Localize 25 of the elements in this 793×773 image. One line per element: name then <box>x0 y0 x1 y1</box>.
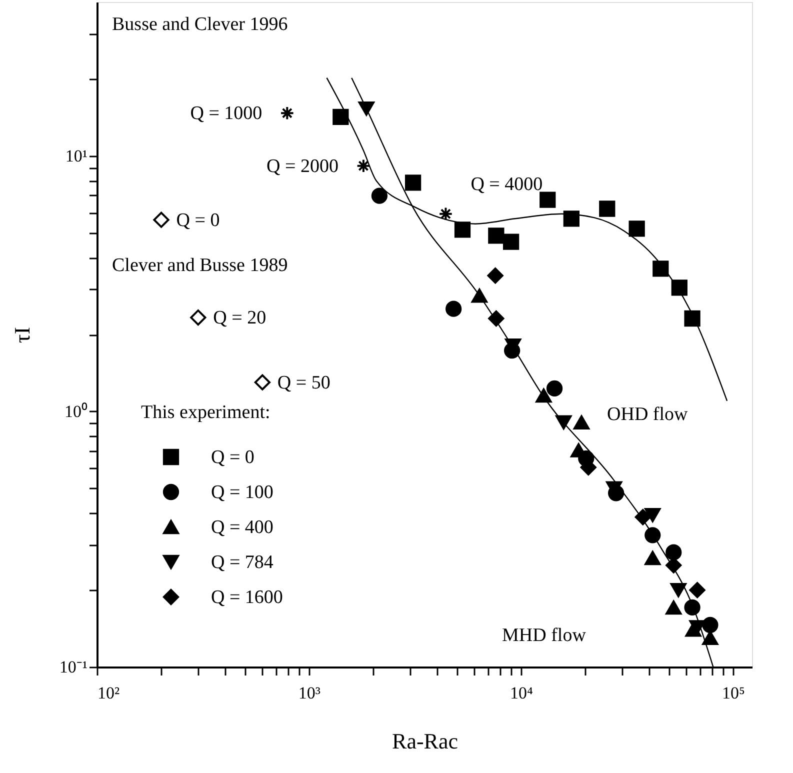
x-tick-label: 10² <box>98 684 120 702</box>
legend-label: Q = 1600 <box>211 587 283 608</box>
annotation: Q = 4000 <box>470 174 543 195</box>
y-tick-label: 10⁰ <box>64 402 88 421</box>
x-tick-label: 10⁵ <box>722 684 745 702</box>
annotation: OHD flow <box>607 404 688 425</box>
legend-label: Q = 400 <box>211 517 274 538</box>
annotation: Q = 50 <box>277 372 330 394</box>
legend-label: Q = 784 <box>211 552 274 573</box>
annotation: Q = 20 <box>213 308 266 329</box>
x-tick-label: 10³ <box>298 684 321 702</box>
x-axis-title: Ra-Rac <box>392 728 458 754</box>
legend-title: This experiment: <box>141 402 270 423</box>
y-axis-title: τI <box>9 326 34 344</box>
y-tick-label: 10⁻¹ <box>59 658 88 676</box>
x-tick-label: 10⁴ <box>510 684 533 702</box>
legend-label: Q = 100 <box>211 482 274 503</box>
annotation: Q = 1000 <box>190 103 262 124</box>
y-tick-label: 10¹ <box>65 146 88 166</box>
annotation: Clever and Busse 1989 <box>112 255 288 276</box>
legend-label: Q = 0 <box>211 447 254 468</box>
annotation: Q = 2000 <box>266 156 338 177</box>
annotation: Busse and Clever 1996 <box>112 14 288 35</box>
annotation: MHD flow <box>502 625 586 646</box>
annotation: Q = 0 <box>176 210 220 231</box>
